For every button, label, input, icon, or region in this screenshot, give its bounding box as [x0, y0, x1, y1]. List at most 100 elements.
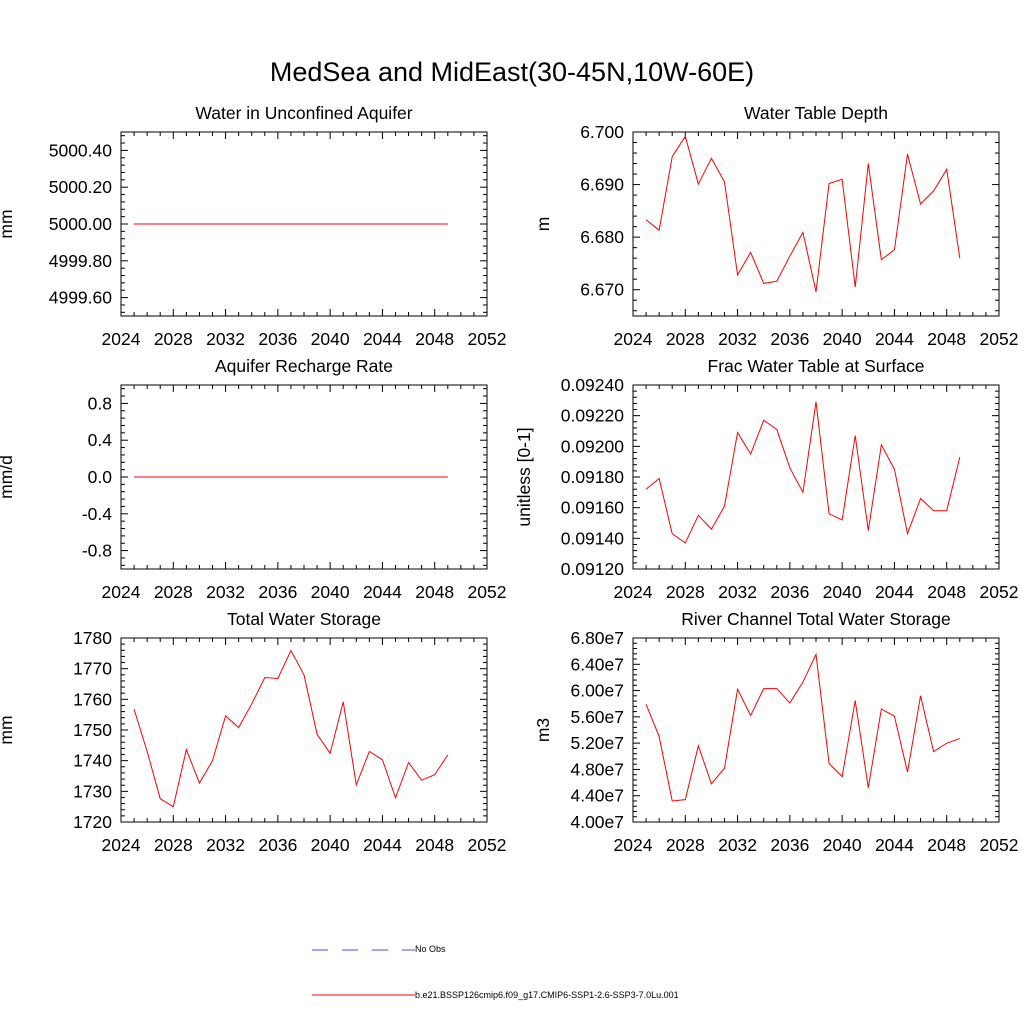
y-tick-label: 1720 [73, 812, 112, 832]
y-tick-label: 5000.00 [49, 214, 113, 234]
x-tick-label: 2048 [415, 582, 454, 602]
x-tick-label: 2040 [823, 835, 862, 855]
x-tick-label: 2048 [927, 835, 966, 855]
x-tick-label: 2036 [258, 582, 297, 602]
x-tick-label: 2036 [258, 329, 297, 349]
y-axis-label: m [533, 217, 553, 232]
y-tick-label: 1770 [73, 659, 112, 679]
y-tick-label: -0.4 [82, 504, 112, 524]
x-tick-label: 2048 [415, 329, 454, 349]
y-tick-label: 0.09120 [561, 559, 625, 579]
panel-5: 2024 2028 2032 2036 2040 2044 2048 2052 1720 1730… [0, 609, 506, 855]
y-tick-label: 5.60e7 [570, 707, 624, 727]
x-tick-label: 2032 [206, 329, 245, 349]
x-tick-label: 2032 [718, 329, 757, 349]
plot-frame [632, 637, 1000, 823]
y-tick-label: 0.09140 [561, 528, 625, 548]
x-tick-label: 2028 [154, 582, 193, 602]
x-tick-label: 2036 [770, 835, 809, 855]
x-tick-label: 2044 [363, 835, 402, 855]
y-tick-label: -0.8 [82, 541, 112, 561]
panel-2: 2024 2028 2032 2036 2040 2044 2048 2052 6.670 6.6… [533, 103, 1018, 349]
y-tick-label: 1780 [73, 628, 112, 648]
x-tick-label: 2024 [614, 329, 653, 349]
y-tick-label: 6.00e7 [570, 681, 624, 701]
y-axis-label: mm [0, 209, 16, 238]
y-tick-label: 5.20e7 [570, 733, 624, 753]
x-tick-label: 2040 [823, 582, 862, 602]
panel-6: 2024 2028 2032 2036 2040 2044 2048 2052 4.00e7 4.… [533, 609, 1018, 855]
x-tick-label: 2052 [980, 329, 1019, 349]
x-tick-label: 2036 [770, 329, 809, 349]
x-tick-label: 2052 [980, 582, 1019, 602]
y-axis-label: unitless [0-1] [514, 427, 534, 526]
x-tick-label: 2036 [258, 835, 297, 855]
x-tick-label: 2024 [102, 329, 141, 349]
y-tick-label: 4.00e7 [570, 812, 624, 832]
x-tick-label: 2044 [363, 582, 402, 602]
y-tick-label: 4999.60 [49, 288, 113, 308]
x-tick-label: 2052 [468, 582, 507, 602]
series-line [133, 649, 449, 808]
y-tick-label: 5000.40 [49, 140, 113, 160]
x-tick-label: 2044 [875, 329, 914, 349]
y-tick-label: 5000.20 [49, 177, 113, 197]
panel-title: Total Water Storage [227, 609, 381, 629]
x-tick-label: 2024 [102, 835, 141, 855]
panel-title: Water in Unconfined Aquifer [195, 103, 412, 123]
panel-4: 2024 2028 2032 2036 2040 2044 2048 2052 0.09120 0… [514, 356, 1018, 602]
y-tick-label: 0.09240 [561, 375, 625, 395]
y-tick-label: 1750 [73, 720, 112, 740]
x-tick-label: 2040 [311, 835, 350, 855]
panel-1: 2024 2028 2032 2036 2040 2044 2048 2052 4999.60 4… [0, 103, 506, 349]
x-tick-label: 2040 [311, 582, 350, 602]
series-line [645, 652, 960, 802]
y-axis-label: m3 [533, 718, 553, 742]
y-tick-label: 0.09220 [561, 406, 625, 426]
y-tick-label: 6.690 [580, 175, 624, 195]
y-tick-label: 0.0 [88, 467, 113, 487]
y-tick-label: 1760 [73, 689, 112, 709]
x-tick-label: 2032 [206, 835, 245, 855]
y-tick-label: 1740 [73, 751, 112, 771]
x-tick-label: 2028 [666, 835, 705, 855]
x-tick-label: 2028 [666, 329, 705, 349]
x-tick-label: 2028 [666, 582, 705, 602]
x-tick-label: 2052 [980, 835, 1019, 855]
x-tick-label: 2028 [154, 835, 193, 855]
x-tick-label: 2032 [718, 582, 757, 602]
x-tick-label: 2028 [154, 329, 193, 349]
x-tick-label: 2032 [718, 835, 757, 855]
x-tick-label: 2040 [823, 329, 862, 349]
y-tick-label: 0.8 [88, 393, 112, 413]
x-tick-label: 2052 [468, 329, 507, 349]
y-tick-label: 6.40e7 [570, 654, 624, 674]
y-tick-label: 0.09200 [561, 436, 625, 456]
x-tick-label: 2044 [875, 582, 914, 602]
y-tick-label: 6.680 [580, 227, 624, 247]
y-axis-label: mm [0, 715, 16, 744]
panel-title: Frac Water Table at Surface [708, 356, 925, 376]
x-tick-label: 2024 [614, 582, 653, 602]
x-tick-label: 2044 [875, 835, 914, 855]
panel-title: River Channel Total Water Storage [681, 609, 950, 629]
y-tick-label: 6.670 [580, 280, 624, 300]
x-tick-label: 2040 [311, 329, 350, 349]
x-tick-label: 2052 [468, 835, 507, 855]
y-tick-label: 4999.80 [49, 251, 113, 271]
x-tick-label: 2044 [363, 329, 402, 349]
panel-title: Aquifer Recharge Rate [215, 356, 393, 376]
y-tick-label: 1730 [73, 781, 112, 801]
y-tick-label: 4.80e7 [570, 759, 624, 779]
panel-3: 2024 2028 2032 2036 2040 2044 2048 2052 -0.8 -0.4… [0, 356, 506, 602]
figure-title: MedSea and MidEast(30-45N,10W-60E) [269, 57, 755, 87]
y-tick-label: 6.80e7 [570, 628, 624, 648]
y-tick-label: 0.09160 [561, 498, 625, 518]
x-tick-label: 2048 [927, 329, 966, 349]
x-tick-label: 2032 [206, 582, 245, 602]
x-tick-label: 2048 [415, 835, 454, 855]
y-tick-label: 0.09180 [561, 467, 625, 487]
series-line [645, 401, 961, 544]
y-tick-label: 0.4 [88, 430, 113, 450]
y-axis-label: mm/d [0, 455, 16, 499]
